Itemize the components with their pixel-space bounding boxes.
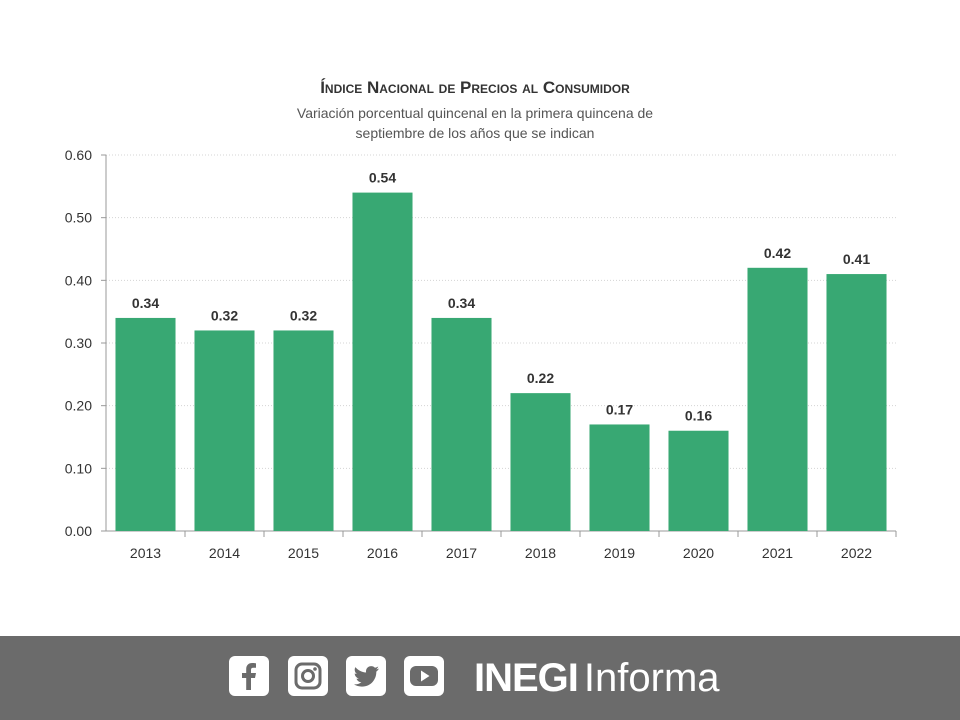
data-label: 0.41 [843,251,870,267]
data-label: 0.32 [290,307,317,323]
data-label: 0.54 [369,170,396,186]
data-label: 0.34 [448,295,475,311]
youtube-icon[interactable] [404,656,444,696]
data-label: 0.34 [132,295,159,311]
x-tick-label: 2016 [367,545,398,561]
y-tick-label: 0.30 [65,335,92,351]
x-tick-label: 2017 [446,545,477,561]
bar [352,192,413,531]
bar [747,267,808,531]
instagram-icon[interactable] [288,656,328,696]
x-tick-label: 2021 [762,545,793,561]
data-label: 0.22 [527,370,554,386]
chart-subtitle-line-2: septiembre de los años que se indican [355,125,595,141]
bar [668,430,729,531]
bar-chart: 0.00 0.10 0.20 0.30 0.40 0.50 0.60 0.34 2013 0.32… [65,147,897,561]
x-tick-label: 2020 [683,545,714,561]
inegi-informa-logo: INEGI Informa [474,648,720,708]
facebook-icon[interactable] [229,656,269,696]
x-tick-label: 2022 [841,545,872,561]
chart-area: Índice Nacional de Precios al Consumidor… [0,78,950,561]
y-tick-label: 0.60 [65,147,92,163]
bar [589,424,650,531]
x-tick-label: 2015 [288,545,319,561]
x-tick-label: 2019 [604,545,635,561]
bar [115,317,176,531]
chart-subtitle: Variación porcentual quincenal en la pri… [0,103,950,143]
y-tick-label: 0.50 [65,210,92,226]
twitter-icon[interactable] [346,656,386,696]
bar [510,393,571,531]
data-label: 0.32 [211,307,238,323]
x-tick-label: 2014 [209,545,240,561]
bar [431,317,492,531]
y-tick-label: 0.00 [65,523,92,539]
x-tick-label: 2018 [525,545,556,561]
brand-informa: Informa [583,656,720,700]
chart-title: Índice Nacional de Precios al Consumidor [320,78,630,97]
data-label: 0.17 [606,401,633,417]
bar [273,330,334,531]
brand-inegi: INEGI [474,656,579,700]
chart-subtitle-line-1: Variación porcentual quincenal en la pri… [296,105,654,121]
footer-bar: INEGI Informa [0,636,960,720]
y-tick-label: 0.20 [65,398,92,414]
data-label: 0.42 [764,245,791,261]
bar [194,330,255,531]
y-tick-label: 0.10 [65,460,92,476]
y-tick-label: 0.40 [65,272,92,288]
bar [826,274,887,531]
data-label: 0.16 [685,408,712,424]
x-tick-label: 2013 [130,545,161,561]
